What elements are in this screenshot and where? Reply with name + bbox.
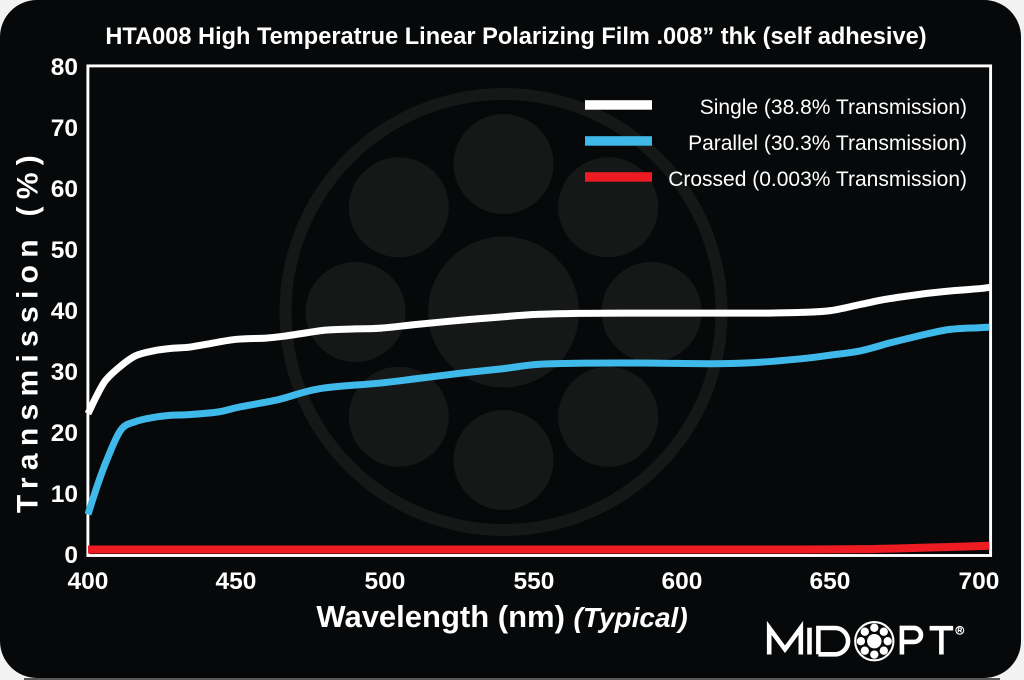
svg-text:Single (38.8% Transmission): Single (38.8% Transmission): [700, 96, 967, 119]
svg-text:20: 20: [51, 420, 78, 447]
svg-text:Crossed (0.003% Transmission): Crossed (0.003% Transmission): [668, 168, 967, 191]
svg-text:400: 400: [68, 568, 109, 595]
svg-text:600: 600: [662, 568, 703, 595]
svg-text:650: 650: [810, 568, 851, 595]
svg-text:50: 50: [51, 237, 78, 264]
svg-text:70: 70: [51, 115, 78, 142]
svg-text:10: 10: [51, 481, 78, 508]
svg-text:40: 40: [51, 298, 78, 325]
svg-text:Wavelength (nm) (Typical): Wavelength (nm) (Typical): [316, 599, 687, 634]
svg-text:0: 0: [64, 542, 78, 569]
svg-text:HTA008 High Temperatrue Linear: HTA008 High Temperatrue Linear Polarizin…: [105, 24, 926, 50]
svg-text:60: 60: [51, 176, 78, 203]
svg-text:450: 450: [216, 568, 257, 595]
svg-text:80: 80: [51, 54, 78, 81]
svg-text:30: 30: [51, 359, 78, 386]
svg-text:Parallel (30.3% Transmission): Parallel (30.3% Transmission): [688, 132, 967, 155]
svg-text:500: 500: [365, 568, 406, 595]
svg-text:Transmission (%): Transmission (%): [12, 148, 45, 513]
svg-text:700: 700: [959, 568, 1000, 595]
svg-text:550: 550: [514, 568, 555, 595]
